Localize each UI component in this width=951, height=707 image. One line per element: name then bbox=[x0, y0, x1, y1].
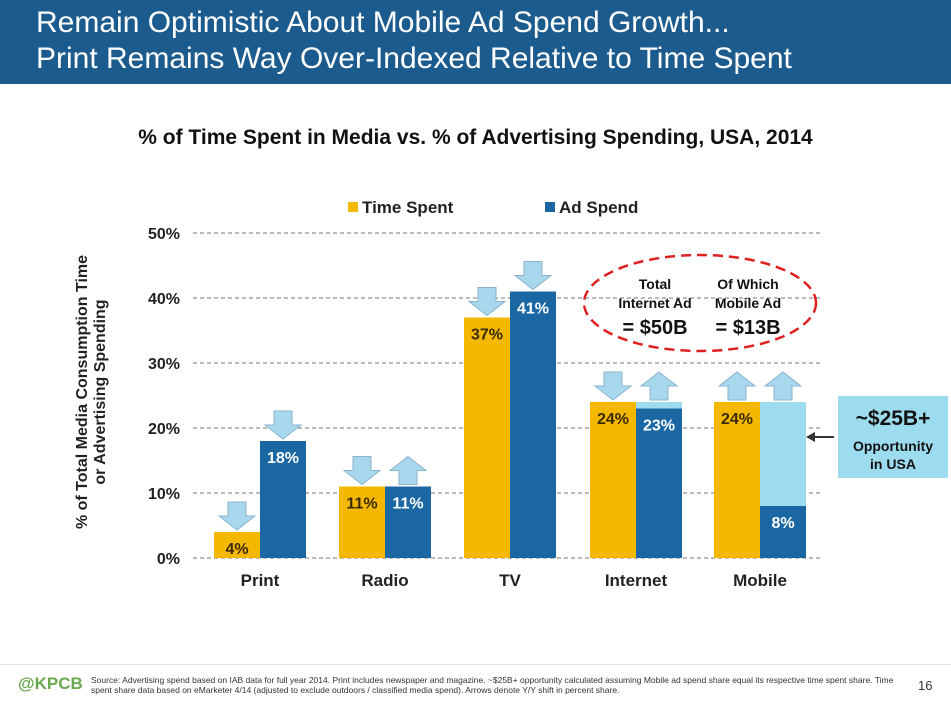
bar-ad-spend-tv bbox=[510, 291, 556, 558]
slide-title-line-1: Remain Optimistic About Mobile Ad Spend … bbox=[36, 6, 730, 39]
category-label: Mobile bbox=[733, 571, 787, 590]
data-label: 23% bbox=[643, 418, 675, 435]
source-footnote: Source: Advertising spend based on IAB d… bbox=[91, 675, 894, 695]
bar-ad-spend-mobile bbox=[760, 506, 806, 558]
y-tick-label: 0% bbox=[157, 551, 180, 568]
y-tick-label: 30% bbox=[148, 356, 180, 373]
arrow-up-icon bbox=[639, 371, 679, 401]
slide-title-line-2: Print Remains Way Over-Indexed Relative … bbox=[36, 42, 792, 75]
arrow-up-icon bbox=[763, 371, 803, 401]
data-label: 4% bbox=[225, 541, 248, 558]
callout-left-value: = $50B bbox=[622, 317, 687, 339]
bar-time-spent-print bbox=[214, 532, 260, 558]
callout-right-header: Of Which bbox=[717, 276, 778, 292]
category-label: Print bbox=[241, 571, 280, 590]
arrow-up-icon bbox=[717, 371, 757, 401]
y-tick-label: 10% bbox=[148, 486, 180, 503]
callout-left-header: Internet Ad bbox=[618, 295, 691, 311]
callout-right-header: Mobile Ad bbox=[715, 295, 781, 311]
data-label: 24% bbox=[721, 411, 753, 428]
legend-label: Time Spent bbox=[362, 198, 454, 217]
bar-time-spent-radio bbox=[339, 486, 385, 558]
arrow-down-icon bbox=[342, 456, 382, 486]
legend-swatch-ad-spend bbox=[545, 202, 555, 212]
y-axis-label: or Advertising Spending bbox=[92, 299, 109, 484]
category-label: TV bbox=[499, 571, 521, 590]
opportunity-box bbox=[838, 396, 948, 478]
bar-time-spent-internet bbox=[590, 402, 636, 558]
bar-ad-spend-radio bbox=[385, 486, 431, 558]
slide-header: Remain Optimistic About Mobile Ad Spend … bbox=[0, 0, 951, 84]
y-tick-label: 40% bbox=[148, 291, 180, 308]
data-label: 37% bbox=[471, 327, 503, 344]
callout-right-value: = $13B bbox=[715, 317, 780, 339]
y-axis-label: % of Total Media Consumption Time bbox=[74, 255, 91, 529]
opportunity-label: Opportunity bbox=[853, 438, 933, 454]
data-label: 18% bbox=[267, 450, 299, 467]
category-label: Internet bbox=[605, 571, 668, 590]
bar-time-spent-tv bbox=[464, 317, 510, 558]
callout-left-header: Total bbox=[639, 276, 671, 292]
arrow-down-icon bbox=[217, 501, 257, 531]
opportunity-value: ~$25B+ bbox=[856, 407, 931, 430]
footer-divider bbox=[0, 664, 951, 665]
bar-ad-spend-internet bbox=[636, 408, 682, 558]
y-tick-label: 50% bbox=[148, 226, 180, 243]
bar-ad-spend-print bbox=[260, 441, 306, 558]
bar-time-spent-mobile bbox=[714, 402, 760, 558]
data-label: 11% bbox=[346, 496, 377, 513]
chart-title: % of Time Spent in Media vs. % of Advert… bbox=[138, 126, 813, 149]
data-label: 24% bbox=[597, 411, 629, 428]
data-label: 41% bbox=[517, 301, 549, 318]
data-label: 8% bbox=[771, 515, 794, 532]
category-label: Radio bbox=[361, 571, 408, 590]
pointer-arrow-icon bbox=[806, 432, 815, 442]
arrow-down-icon bbox=[467, 287, 507, 317]
opportunity-label: in USA bbox=[870, 456, 916, 472]
legend-swatch-time-spent bbox=[348, 202, 358, 212]
arrow-down-icon bbox=[263, 410, 303, 440]
arrow-down-icon bbox=[593, 371, 633, 401]
y-tick-label: 20% bbox=[148, 421, 180, 438]
data-label: 11% bbox=[392, 496, 423, 513]
kpcb-logo: @KPCB bbox=[18, 674, 83, 693]
page-number: 16 bbox=[918, 678, 933, 693]
arrow-down-icon bbox=[513, 261, 553, 291]
legend-label: Ad Spend bbox=[559, 198, 638, 217]
callout-oval bbox=[582, 253, 818, 353]
arrow-up-icon bbox=[388, 455, 428, 485]
